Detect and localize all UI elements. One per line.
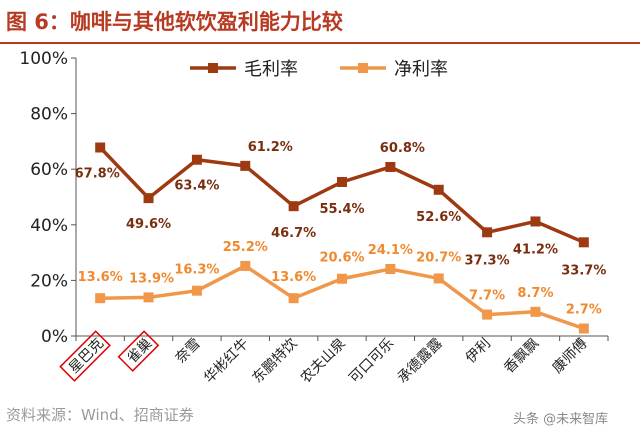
gross-margin-marker <box>482 227 493 238</box>
gross-margin-data-label: 63.4% <box>174 179 219 194</box>
title-underline <box>0 42 640 44</box>
net-margin-data-label: 13.6% <box>271 270 316 285</box>
highlight-box <box>59 330 111 382</box>
net-margin-marker <box>143 292 154 303</box>
legend-gross-label: 毛利率 <box>244 59 298 80</box>
net-margin-marker <box>191 285 202 296</box>
gross-margin-marker <box>95 142 106 153</box>
watermark: 头条 @未来智库 <box>513 412 609 427</box>
net-margin-data-label: 16.3% <box>174 263 219 278</box>
gross-margin-data-label: 52.6% <box>416 210 461 225</box>
x-category-label: 华彬红牛 <box>201 336 252 387</box>
gross-margin-data-label: 49.6% <box>126 217 171 232</box>
y-tick-label: 0% <box>41 327 68 347</box>
gross-margin-marker <box>385 161 396 172</box>
net-margin-marker <box>240 260 251 271</box>
net-margin-data-label: 20.7% <box>416 250 461 265</box>
net-margin-data-label: 25.2% <box>223 240 268 255</box>
gross-margin-marker <box>191 154 202 165</box>
gross-margin-data-label: 55.4% <box>319 202 364 217</box>
net-margin-data-label: 20.6% <box>319 251 364 266</box>
x-category-label: 康师傅 <box>549 335 591 377</box>
net-margin-marker <box>95 293 106 304</box>
highlight-box <box>117 330 160 372</box>
gross-margin-marker <box>578 237 589 248</box>
gross-margin-marker <box>337 176 347 187</box>
net-margin-data-label: 2.7% <box>566 302 602 317</box>
gross-margin-marker <box>433 184 444 195</box>
net-margin-data-label: 8.7% <box>517 286 553 301</box>
net-margin-data-label: 24.1% <box>368 243 413 258</box>
net-margin-marker <box>433 273 444 284</box>
y-tick-label: 80% <box>30 105 68 125</box>
x-category-label: 伊利 <box>463 336 494 367</box>
gross-margin-marker <box>288 201 299 212</box>
net-margin-data-label: 7.7% <box>469 289 505 304</box>
gross-margin-marker <box>530 216 541 227</box>
gross-margin-data-label: 67.8% <box>75 167 120 182</box>
net-margin-marker <box>482 309 493 320</box>
x-category-label: 农夫山泉 <box>297 335 349 387</box>
net-margin-marker <box>530 306 541 317</box>
gross-margin-marker <box>240 160 251 171</box>
net-margin-marker <box>337 273 347 284</box>
legend-net-marker <box>358 63 368 73</box>
y-tick-label: 100% <box>19 49 68 69</box>
y-tick-label: 40% <box>30 216 68 236</box>
gross-margin-data-label: 33.7% <box>561 263 606 278</box>
net-margin-data-label: 13.9% <box>129 271 174 286</box>
source-note: 资料来源：Wind、招商证券 <box>6 406 194 424</box>
x-category-label: 奈雪 <box>173 336 204 367</box>
net-margin-marker <box>578 323 589 334</box>
gross-margin-marker <box>143 193 154 204</box>
y-tick-label: 60% <box>30 160 68 180</box>
gross-margin-data-label: 37.3% <box>465 253 510 268</box>
gross-margin-data-label: 61.2% <box>248 140 293 155</box>
x-category-label: 承德露露 <box>395 336 446 387</box>
y-tick-label: 20% <box>30 271 68 291</box>
x-category-label: 香飘飘 <box>501 336 542 377</box>
x-category-label: 雀巢 <box>124 336 155 367</box>
net-margin-marker <box>385 264 396 275</box>
gross-margin-data-label: 46.7% <box>271 226 316 241</box>
gross-margin-line <box>98 146 585 244</box>
net-margin-data-label: 13.6% <box>78 270 123 285</box>
figure-title: 图 6：咖啡与其他软饮盈利能力比较 <box>6 10 343 34</box>
gross-margin-data-label: 60.8% <box>380 141 425 156</box>
x-category-label: 东鹏特饮 <box>250 336 301 387</box>
x-category-label: 星巴克 <box>66 336 107 377</box>
legend-net-label: 净利率 <box>394 59 448 80</box>
legend-gross-marker <box>208 63 218 73</box>
x-category-label: 可口可乐 <box>346 336 397 387</box>
net-margin-marker <box>288 293 299 304</box>
gross-margin-data-label: 41.2% <box>513 242 558 257</box>
